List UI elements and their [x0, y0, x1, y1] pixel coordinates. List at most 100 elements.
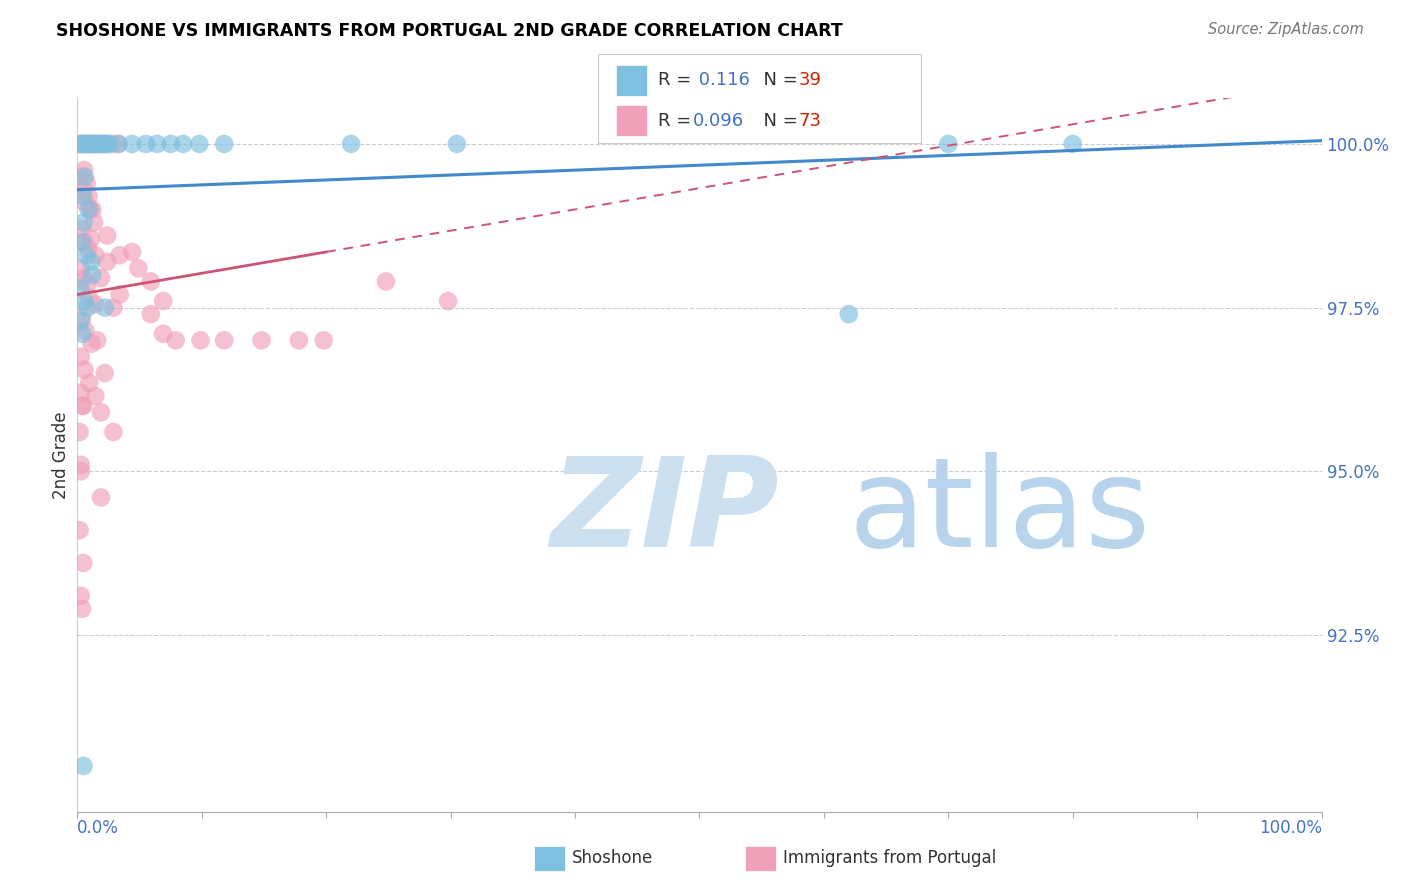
Point: [165, 334, 187, 348]
Point: [70, 222, 93, 236]
Point: [72, 759, 94, 773]
Point: [67, 136, 90, 151]
Point: [77, 376, 100, 390]
Point: [70, 310, 93, 325]
Point: [159, 136, 181, 151]
Point: [77, 202, 100, 217]
Point: [188, 136, 211, 151]
Text: R =: R =: [658, 112, 697, 129]
Point: [86, 136, 108, 151]
Point: [84, 136, 107, 151]
Point: [75, 248, 97, 262]
Point: [77, 189, 100, 203]
Point: [90, 271, 112, 285]
Point: [446, 136, 468, 151]
Point: [72, 183, 94, 197]
Point: [77, 136, 100, 151]
Text: Shoshone: Shoshone: [572, 849, 654, 867]
Point: [127, 261, 149, 276]
Point: [69, 589, 91, 603]
Point: [70, 314, 93, 328]
Point: [838, 307, 860, 321]
Point: [86, 334, 108, 348]
Point: [108, 287, 131, 301]
Point: [108, 248, 131, 262]
Point: [73, 235, 96, 249]
Point: [76, 176, 98, 190]
Point: [135, 136, 157, 151]
Point: [312, 334, 335, 348]
Point: [77, 242, 100, 256]
Point: [80, 136, 103, 151]
Point: [73, 363, 96, 377]
Point: [72, 326, 94, 341]
Point: [374, 275, 396, 289]
Point: [121, 244, 143, 259]
Text: 0.096: 0.096: [693, 112, 744, 129]
Point: [69, 458, 91, 472]
Point: [76, 301, 98, 315]
Point: [90, 491, 112, 505]
Text: N =: N =: [752, 112, 804, 129]
Point: [84, 389, 107, 403]
Point: [938, 136, 960, 151]
Text: 39: 39: [799, 71, 821, 89]
Point: [75, 195, 97, 210]
Text: 0.0%: 0.0%: [77, 819, 120, 837]
Point: [83, 215, 105, 229]
Point: [82, 268, 104, 282]
Text: atlas: atlas: [849, 451, 1152, 573]
Point: [77, 136, 100, 151]
Point: [72, 215, 94, 229]
Point: [96, 228, 118, 243]
Point: [93, 136, 115, 151]
Point: [75, 324, 97, 338]
Y-axis label: 2nd Grade: 2nd Grade: [52, 411, 70, 499]
Point: [83, 136, 105, 151]
Point: [437, 294, 460, 309]
Point: [69, 281, 91, 295]
Point: [76, 136, 98, 151]
Point: [90, 405, 112, 419]
Text: N =: N =: [752, 71, 804, 89]
Point: [69, 425, 91, 439]
Text: Immigrants from Portugal: Immigrants from Portugal: [783, 849, 997, 867]
Point: [90, 136, 112, 151]
Point: [72, 271, 94, 285]
Point: [93, 301, 115, 315]
Point: [101, 136, 124, 151]
Point: [73, 136, 96, 151]
Point: [93, 366, 115, 380]
Point: [288, 334, 311, 348]
Point: [98, 136, 121, 151]
Point: [84, 248, 107, 262]
Point: [72, 399, 94, 413]
Point: [69, 169, 91, 184]
Point: [139, 275, 162, 289]
Point: [103, 425, 125, 439]
Text: ZIP: ZIP: [550, 451, 779, 573]
Point: [139, 307, 162, 321]
Point: [84, 297, 107, 311]
Point: [72, 556, 94, 570]
Point: [80, 136, 103, 151]
Point: [121, 136, 143, 151]
Point: [70, 399, 93, 413]
Point: [152, 326, 174, 341]
Point: [69, 523, 91, 537]
Point: [340, 136, 363, 151]
Point: [107, 136, 129, 151]
Point: [80, 336, 103, 351]
Point: [1062, 136, 1084, 151]
Point: [73, 163, 96, 178]
Point: [69, 464, 91, 478]
Point: [94, 136, 117, 151]
Point: [96, 254, 118, 268]
Point: [73, 294, 96, 309]
Text: Source: ZipAtlas.com: Source: ZipAtlas.com: [1208, 22, 1364, 37]
Point: [82, 202, 104, 217]
Point: [94, 136, 117, 151]
Point: [76, 277, 98, 292]
Point: [76, 136, 98, 151]
Point: [69, 350, 91, 364]
